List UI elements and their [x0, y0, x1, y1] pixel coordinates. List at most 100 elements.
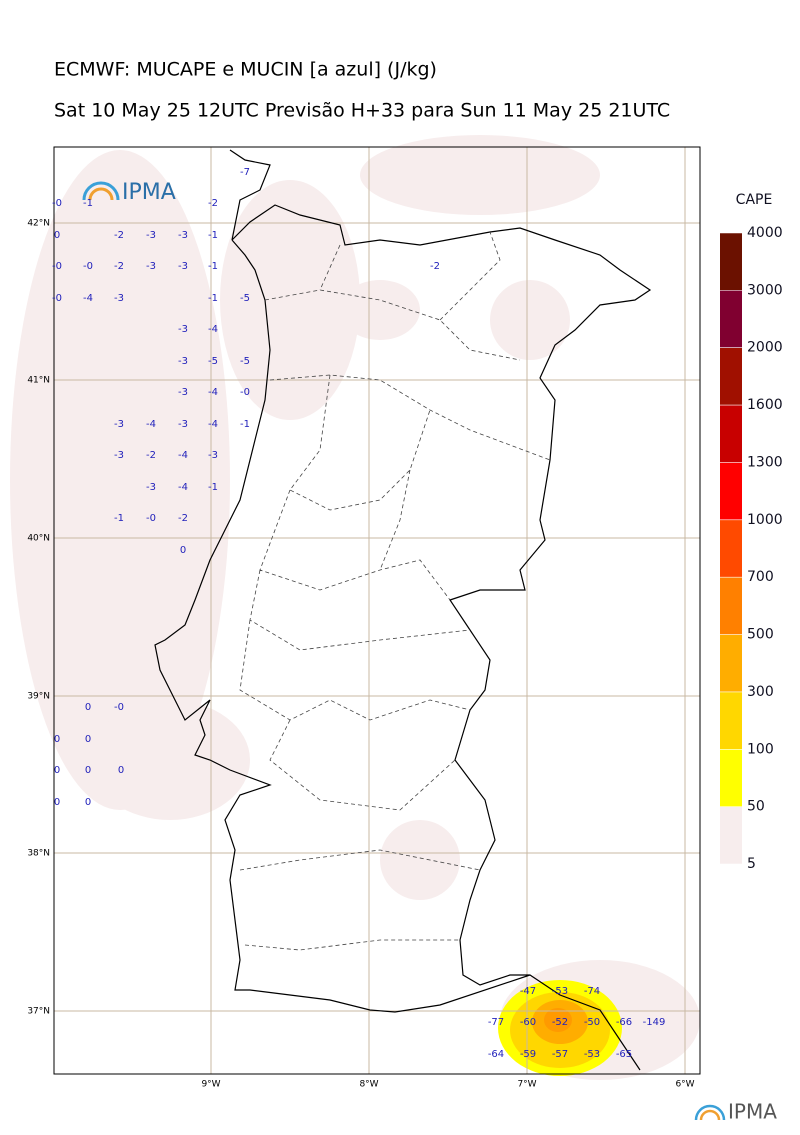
- cin-label: -1: [208, 230, 218, 241]
- colorbar-label: 700: [747, 569, 774, 585]
- cin-label: 0: [85, 797, 91, 808]
- logo: IPMA: [82, 180, 176, 205]
- lon-label: 9°W: [201, 1080, 220, 1090]
- lat-label: 42°N: [27, 219, 50, 229]
- colorbar-label: 1300: [747, 454, 783, 470]
- colorbar-segment: [720, 405, 742, 463]
- cin-label: -77: [488, 1017, 504, 1028]
- cin-label: -0: [240, 387, 250, 398]
- map-frame: [10, 135, 701, 1080]
- cin-label: 0: [54, 797, 60, 808]
- cin-label: -3: [114, 419, 124, 430]
- logo-text: IPMA: [122, 180, 176, 205]
- title: ECMWF: MUCAPE e MUCIN [a azul] (J/kg): [54, 59, 437, 81]
- colorbar-segment: [720, 806, 742, 864]
- cin-label: -4: [208, 324, 218, 335]
- cin-label: -65: [616, 1049, 632, 1060]
- cin-label: -1: [208, 261, 218, 272]
- cin-label: -4: [83, 293, 93, 304]
- colorbar-label: 2000: [747, 340, 783, 356]
- cin-label: 0: [118, 765, 124, 776]
- cin-label: -5: [240, 293, 250, 304]
- cin-label: 0: [54, 734, 60, 745]
- lon-label: 6°W: [675, 1080, 694, 1090]
- cin-label: -57: [552, 1049, 568, 1060]
- cin-label: -1: [208, 482, 218, 493]
- cin-label: -4: [208, 387, 218, 398]
- cin-label: -3: [178, 230, 188, 241]
- lon-label: 8°W: [359, 1080, 378, 1090]
- cin-label: -2: [114, 230, 124, 241]
- cin-label: -5: [208, 356, 218, 367]
- lat-label: 39°N: [27, 692, 50, 702]
- colorbar-label: 300: [747, 684, 774, 700]
- cin-label: 0: [85, 702, 91, 713]
- cin-label: -4: [208, 419, 218, 430]
- cin-label: -3: [208, 450, 218, 461]
- cin-label: -74: [584, 986, 600, 997]
- cin-label: -149: [643, 1017, 666, 1028]
- cin-label: -3: [114, 450, 124, 461]
- colorbar-segment: [720, 577, 742, 635]
- lon-label: 7°W: [517, 1080, 536, 1090]
- colorbar-segment: [720, 519, 742, 578]
- cin-label: -3: [114, 293, 124, 304]
- cin-label: -4: [178, 482, 188, 493]
- footer-logo-text: IPMA: [728, 1100, 777, 1124]
- colorbar-label: 3000: [747, 282, 783, 298]
- cin-label: -52: [552, 1017, 568, 1028]
- cin-label: -0: [52, 261, 62, 272]
- colorbar-segment: [720, 749, 742, 807]
- cin-label: -4: [178, 450, 188, 461]
- cin-label: -53: [584, 1049, 600, 1060]
- cin-label: -3: [178, 356, 188, 367]
- subtitle: Sat 10 May 25 12UTC Previsão H+33 para S…: [54, 100, 670, 122]
- graticule: [54, 147, 700, 1074]
- footer-logo: IPMA: [694, 1100, 777, 1124]
- cin-label: -3: [146, 261, 156, 272]
- lat-label: 37°N: [27, 1007, 50, 1017]
- colorbar-segment: [720, 634, 742, 692]
- cin-label: -3: [178, 324, 188, 335]
- cin-label: 0: [85, 734, 91, 745]
- cin-label: -7: [240, 167, 250, 178]
- cin-label: -60: [520, 1017, 536, 1028]
- cin-label: -5: [240, 356, 250, 367]
- colorbar-label: 50: [747, 799, 765, 815]
- district-borders: [239, 231, 551, 951]
- lat-label: 41°N: [27, 376, 50, 386]
- colorbar-label: 4000: [747, 225, 783, 241]
- cin-label: -0: [146, 513, 156, 524]
- lat-label: 38°N: [27, 849, 50, 859]
- cin-label: 0: [85, 765, 91, 776]
- colorbar-segment: [720, 462, 742, 520]
- colorbar-segment: [720, 691, 742, 750]
- cin-label: -53: [552, 986, 568, 997]
- colorbar-label: 1600: [747, 397, 783, 413]
- cin-label: -2: [208, 198, 218, 209]
- colorbar-segment: [720, 347, 742, 406]
- colorbar-label: 100: [747, 741, 774, 757]
- cin-label: -0: [52, 198, 62, 209]
- cin-label: -0: [83, 261, 93, 272]
- cin-label: -3: [178, 419, 188, 430]
- lat-label: 40°N: [27, 534, 50, 544]
- colorbar-label: 5: [747, 856, 756, 872]
- cin-label: -66: [616, 1017, 632, 1028]
- cin-label: -2: [114, 261, 124, 272]
- cape-shading: [10, 135, 700, 1080]
- cin-label: -1: [83, 198, 93, 209]
- colorbar-title: CAPE: [736, 192, 773, 208]
- cin-label: 0: [54, 765, 60, 776]
- portugal-outline: [154, 149, 652, 1071]
- cin-label: 0: [54, 230, 60, 241]
- colorbar-segment: [720, 290, 742, 348]
- cin-label: -4: [146, 419, 156, 430]
- cin-label: 0: [180, 545, 186, 556]
- cin-label: -3: [178, 387, 188, 398]
- cin-label: -0: [52, 293, 62, 304]
- cin-label: -3: [146, 482, 156, 493]
- cin-label: -3: [146, 230, 156, 241]
- colorbar-segment: [720, 233, 742, 291]
